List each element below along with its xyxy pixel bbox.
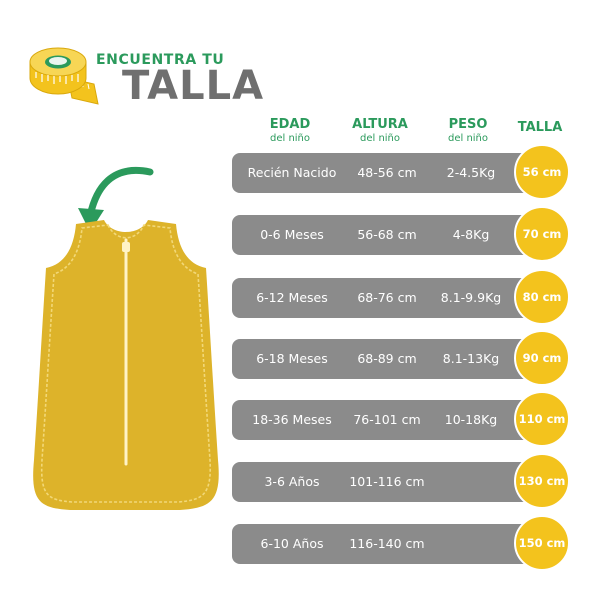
talla-badge: 56 cm [514, 144, 570, 200]
size-row: 6-10 Años 116-140 cm 150 cm [232, 515, 570, 571]
size-row: 6-12 Meses 68-76 cm 8.1-9.9Kg 80 cm [232, 269, 570, 325]
cell-altura: 68-76 cm [357, 290, 417, 305]
size-row: 0-6 Meses 56-68 cm 4-8Kg 70 cm [232, 206, 570, 262]
column-label-talla: TALLA [517, 120, 563, 135]
row-bar [232, 215, 532, 255]
talla-badge: 150 cm [514, 515, 570, 571]
talla-badge: 70 cm [514, 206, 570, 262]
cell-altura: 56-68 cm [357, 227, 417, 242]
row-bar [232, 400, 532, 440]
column-header-peso: PESO del niño [442, 118, 494, 144]
cell-peso [432, 524, 510, 564]
talla-badge: 80 cm [514, 269, 570, 325]
column-sub-edad: del niño [269, 132, 311, 144]
column-label-altura: ALTURA [352, 117, 408, 132]
curved-arrow-icon [78, 167, 154, 232]
cell-peso: 8.1-13Kg [442, 351, 500, 366]
sleeping-bag-illustration [33, 167, 219, 510]
column-header-edad: EDAD del niño [262, 118, 318, 144]
column-sub-altura: del niño [359, 132, 401, 144]
size-row: 6-18 Meses 68-89 cm 8.1-13Kg 90 cm [232, 330, 570, 386]
cell-peso: 10-18Kg [444, 412, 498, 427]
row-bar [232, 524, 532, 564]
row-bar [232, 278, 532, 318]
cell-edad: 18-36 Meses [252, 412, 332, 427]
size-row: Recién Nacido 48-56 cm 2-4.5Kg 56 cm [232, 144, 570, 200]
talla-badge: 130 cm [514, 453, 570, 509]
cell-peso: 2-4.5Kg [446, 165, 496, 180]
page-title: TALLA [122, 63, 265, 109]
cell-altura: 116-140 cm [349, 536, 425, 551]
cell-edad: 6-12 Meses [256, 290, 328, 305]
column-label-edad: EDAD [269, 117, 311, 132]
cell-edad: 6-10 Años [260, 536, 324, 551]
cell-edad: Recién Nacido [247, 165, 337, 180]
row-bar [232, 462, 532, 502]
cell-edad: 0-6 Meses [260, 227, 324, 242]
cell-altura: 68-89 cm [357, 351, 417, 366]
column-sub-peso: del niño [447, 132, 489, 144]
title-small: ENCUENTRA TU [96, 52, 225, 68]
column-header-talla: TALLA [513, 121, 567, 135]
cell-peso [432, 462, 510, 502]
size-row: 18-36 Meses 76-101 cm 10-18Kg 110 cm [232, 391, 570, 447]
cell-altura: 48-56 cm [357, 165, 417, 180]
row-bar [232, 153, 532, 193]
cell-edad: 3-6 Años [264, 474, 320, 489]
size-row: 3-6 Años 101-116 cm 130 cm [232, 453, 570, 509]
talla-badge: 110 cm [514, 391, 570, 447]
column-header-altura: ALTURA del niño [348, 118, 412, 144]
cell-peso: 8.1-9.9Kg [440, 290, 502, 305]
cell-edad: 6-18 Meses [256, 351, 328, 366]
cell-peso: 4-8Kg [452, 227, 490, 242]
talla-badge: 90 cm [514, 330, 570, 386]
row-bar [232, 339, 532, 379]
column-label-peso: PESO [448, 117, 488, 132]
cell-altura: 76-101 cm [353, 412, 421, 427]
measuring-tape-icon [29, 47, 99, 105]
cell-altura: 101-116 cm [349, 474, 425, 489]
